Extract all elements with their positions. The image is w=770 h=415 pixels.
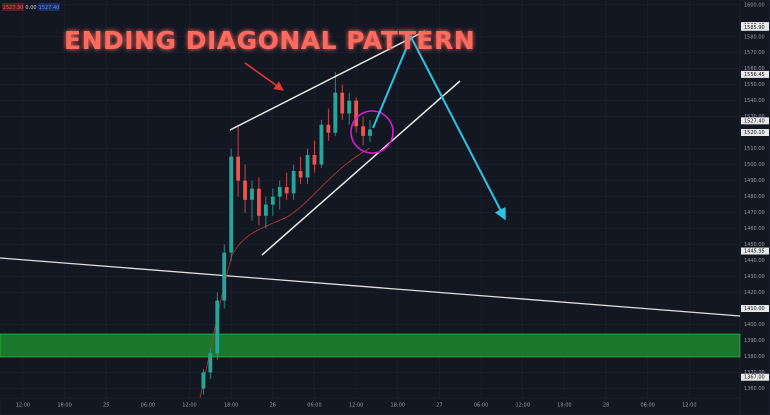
spread: 0.00 xyxy=(25,5,36,11)
candle-body xyxy=(319,124,324,165)
candle-body xyxy=(215,300,220,354)
price-label-box xyxy=(741,23,769,31)
price-label: 1556.45 xyxy=(744,72,765,78)
highlight-circle xyxy=(350,110,394,154)
price-label-box xyxy=(741,373,769,381)
y-tick-label: 1370.00 xyxy=(744,370,765,376)
price-axis xyxy=(739,0,770,415)
price-label: 1445.95 xyxy=(744,249,765,255)
y-tick-label: 1440.00 xyxy=(744,258,765,264)
candle-body xyxy=(236,156,241,181)
y-tick-label: 1500.00 xyxy=(744,162,765,168)
candle-body xyxy=(243,180,247,200)
y-tick-label: 1510.00 xyxy=(744,146,765,152)
y-tick-label: 1530.00 xyxy=(744,114,765,120)
price-label: 1585.90 xyxy=(744,25,765,31)
x-tick-label: 18:00 xyxy=(557,403,571,409)
candle-body xyxy=(263,204,268,216)
y-tick-label: 1360.00 xyxy=(744,386,765,392)
price-label-box xyxy=(741,247,769,255)
y-tick-label: 1480.00 xyxy=(744,194,765,200)
x-tick-label: 12:00 xyxy=(182,403,196,409)
price-label: 1367.00 xyxy=(744,375,765,381)
x-tick-label: 12:00 xyxy=(516,403,530,409)
y-tick-label: 1430.00 xyxy=(744,274,765,280)
candle-body xyxy=(312,155,317,165)
x-tick-label: 18:00 xyxy=(391,403,405,409)
y-tick-label: 1560.00 xyxy=(744,66,765,72)
price-label-box xyxy=(741,117,769,125)
price-label: 1410.00 xyxy=(744,306,765,312)
y-tick-label: 1400.00 xyxy=(744,322,765,328)
y-tick-label: 1390.00 xyxy=(744,338,765,344)
candle-body xyxy=(298,171,303,178)
candle-body xyxy=(208,353,213,373)
y-tick-label: 1600.00 xyxy=(744,2,765,8)
bid: 1527.30 xyxy=(3,5,24,11)
x-tick-label: 28 xyxy=(603,403,609,409)
y-tick-label: 1450.00 xyxy=(744,242,765,248)
x-tick-label: 12:00 xyxy=(349,403,363,409)
candle-body xyxy=(361,126,365,136)
candle-body xyxy=(250,188,254,200)
x-tick-label: 25 xyxy=(103,403,109,409)
quote-box xyxy=(38,3,60,11)
candle-body xyxy=(354,100,359,127)
ask: 1527.40 xyxy=(39,5,60,11)
y-tick-label: 1580.00 xyxy=(744,34,765,40)
candle-body xyxy=(222,252,227,301)
projection-arrow xyxy=(372,34,506,221)
x-tick-label: 06:00 xyxy=(141,403,155,409)
candle-body xyxy=(284,187,289,194)
upper-wedge-line xyxy=(229,30,426,131)
x-tick-label: 06:00 xyxy=(307,403,321,409)
price-label: 1520.10 xyxy=(744,130,765,136)
x-tick-label: 06:00 xyxy=(474,403,488,409)
candle-body xyxy=(347,100,352,114)
x-tick-label: 06:00 xyxy=(640,403,654,409)
trend-line xyxy=(0,257,741,317)
price-label: 1527.40 xyxy=(744,118,765,124)
y-tick-label: 1380.00 xyxy=(744,354,765,360)
price-label-box xyxy=(741,129,769,137)
lower-wedge-line xyxy=(261,80,461,256)
candle-body xyxy=(305,155,310,178)
y-tick-label: 1570.00 xyxy=(744,50,765,56)
pointer-arrow xyxy=(244,62,284,91)
y-tick-label: 1550.00 xyxy=(744,82,765,88)
candle-body xyxy=(291,171,296,194)
y-tick-label: 1490.00 xyxy=(744,178,765,184)
x-tick-label: 12:00 xyxy=(682,403,696,409)
price-label-box xyxy=(741,304,769,312)
candle-body xyxy=(333,92,338,133)
y-tick-label: 1540.00 xyxy=(744,98,765,104)
candle-body xyxy=(201,372,206,389)
x-tick-label: 27 xyxy=(436,403,442,409)
candle-body xyxy=(270,196,275,205)
x-tick-label: 12:00 xyxy=(16,403,30,409)
price-label-box xyxy=(741,70,769,78)
y-tick-label: 1420.00 xyxy=(744,290,765,296)
quote-box xyxy=(2,3,24,11)
header-quotes: 1527.30 0.00 1527.40 xyxy=(2,3,60,11)
x-tick-label: 18:00 xyxy=(224,403,238,409)
candle-body xyxy=(277,187,282,197)
x-tick-label: 26 xyxy=(270,403,276,409)
time-axis xyxy=(0,397,741,415)
y-tick-label: 1460.00 xyxy=(744,226,765,232)
x-tick-label: 18:00 xyxy=(57,403,71,409)
y-tick-label: 1470.00 xyxy=(744,210,765,216)
support-zone xyxy=(0,333,741,358)
candle-body xyxy=(257,188,261,216)
candle-body xyxy=(340,92,345,114)
candle-body xyxy=(229,156,234,253)
chart-title: ENDING DIAGONAL PATTERN xyxy=(64,26,475,55)
candle-body xyxy=(326,124,331,133)
candle-body xyxy=(368,129,372,136)
